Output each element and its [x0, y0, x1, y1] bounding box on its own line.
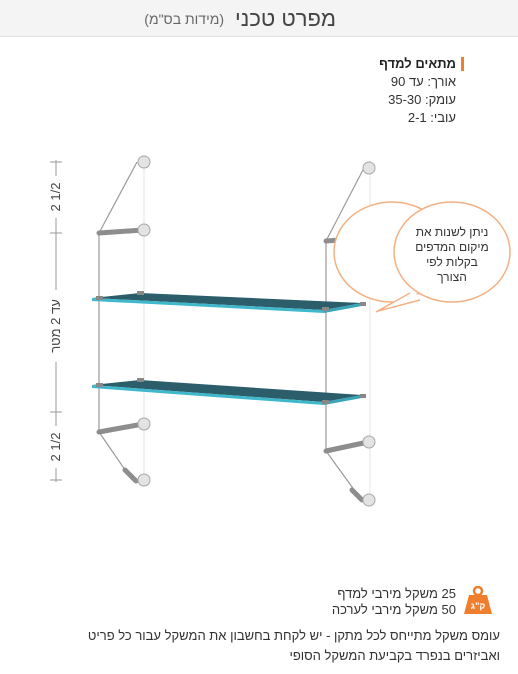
page-title: מפרט טכני — [235, 6, 336, 31]
spec-thickness: עובי: 2-1 — [407, 110, 456, 125]
load-note: עומס משקל מתייחס לכל מתקן - יש לקחת בחשב… — [0, 626, 500, 666]
callout-line-4: הצורך — [437, 270, 467, 284]
shelf-lower — [92, 380, 362, 405]
callout-line-3: בקלות לפי — [426, 255, 478, 269]
dim-middle-label: עד 2 מטר — [48, 299, 63, 353]
specs-accent-bar — [461, 57, 464, 71]
callout-bubble — [333, 201, 511, 313]
page-header: מפרט טכני (מידות בס"מ) — [0, 0, 518, 37]
load-note-line-1: עומס משקל מתייחס לכל מתקן - יש לקחת בחשב… — [87, 628, 500, 643]
callout-text: ניתן לשנות את מיקום המדפים בקלות לפי הצו… — [415, 225, 489, 284]
dim-top-label: 2 1/2 — [48, 183, 63, 212]
weight-per-kit: 50 משקל מירבי לערכה — [331, 602, 456, 617]
wall-mounts — [137, 155, 376, 507]
page-subtitle: (מידות בס"מ) — [144, 11, 224, 27]
spec-depth: עומק: 35-30 — [388, 92, 456, 107]
spec-length: אורך: עד 90 — [390, 74, 456, 89]
weight-limits: 25 משקל מירבי למדף 50 משקל מירבי לערכה — [332, 586, 456, 618]
wall-guides — [143, 160, 371, 506]
weight-icon-label: ק"ג — [471, 601, 486, 611]
shelf-clamps — [96, 291, 366, 404]
support-rods — [96, 227, 371, 503]
shelf-upper — [92, 293, 362, 313]
callout-line-2: מיקום המדפים — [415, 240, 489, 254]
load-note-line-2: ואביזרים בנפרד בקביעת המשקל הסופי — [289, 648, 500, 663]
specs-block: מתאים למדף אורך: עד 90 עומק: 35-30 עובי:… — [379, 55, 464, 127]
callout-line-1: ניתן לשנות את — [416, 225, 489, 239]
weight-kg-icon: ק"ג — [464, 586, 492, 614]
weight-per-shelf: 25 משקל מירבי למדף — [337, 586, 456, 601]
dim-bottom-label: 2 1/2 — [48, 433, 63, 462]
specs-title: מתאים למדף — [379, 56, 456, 71]
